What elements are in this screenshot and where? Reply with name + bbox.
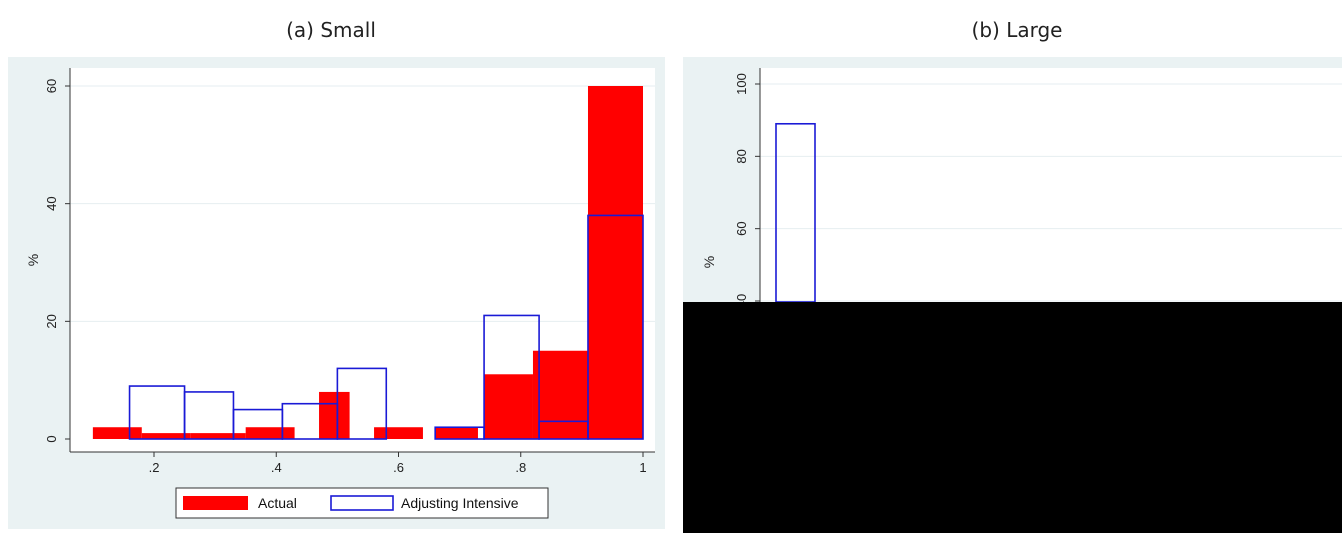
ytick-label-large: 60	[734, 221, 749, 235]
xtick-label-small: 1	[639, 460, 646, 475]
ytick-label-small: 0	[44, 435, 59, 442]
caption-large: (b) Large	[971, 18, 1063, 42]
ytick-label-small: 20	[44, 314, 59, 328]
legend-swatch-adjusting	[330, 495, 394, 511]
bar-adjusting-intensive	[587, 214, 644, 440]
legend-swatch-actual	[183, 496, 248, 510]
ytick-label-small: 60	[44, 79, 59, 93]
bar-actual	[319, 391, 350, 439]
bar-adjusting-intensive-large	[775, 122, 816, 303]
bar-actual	[532, 350, 588, 439]
legend-label-actual: Actual	[258, 495, 297, 511]
bar-actual	[190, 433, 246, 439]
bar-actual	[484, 374, 533, 439]
ytick-label-large: 80	[734, 149, 749, 163]
ytick-label-small: 40	[44, 196, 59, 210]
ytick-label-large: 100	[734, 73, 749, 95]
xtick-label-small: .2	[149, 460, 160, 475]
bar-actual	[587, 86, 643, 439]
xtick-label-small: .6	[393, 460, 404, 475]
bar-actual	[92, 427, 142, 439]
y-axis-label-large: %	[701, 256, 717, 268]
caption-small: (a) Small	[286, 18, 376, 42]
bar-actual	[245, 427, 295, 439]
redaction-block	[683, 302, 1342, 533]
xtick-label-small: .4	[271, 460, 282, 475]
legend-label-adjusting: Adjusting Intensive	[401, 495, 519, 511]
bar-actual	[141, 433, 191, 439]
bar-actual	[374, 427, 423, 439]
bar-adjusting-intensive	[483, 314, 540, 440]
bar-actual	[435, 427, 478, 439]
xtick-label-small: .8	[515, 460, 526, 475]
y-axis-label-small: %	[25, 254, 41, 266]
bar-adjusting-intensive	[336, 367, 388, 440]
plot-area-large	[760, 68, 1342, 302]
